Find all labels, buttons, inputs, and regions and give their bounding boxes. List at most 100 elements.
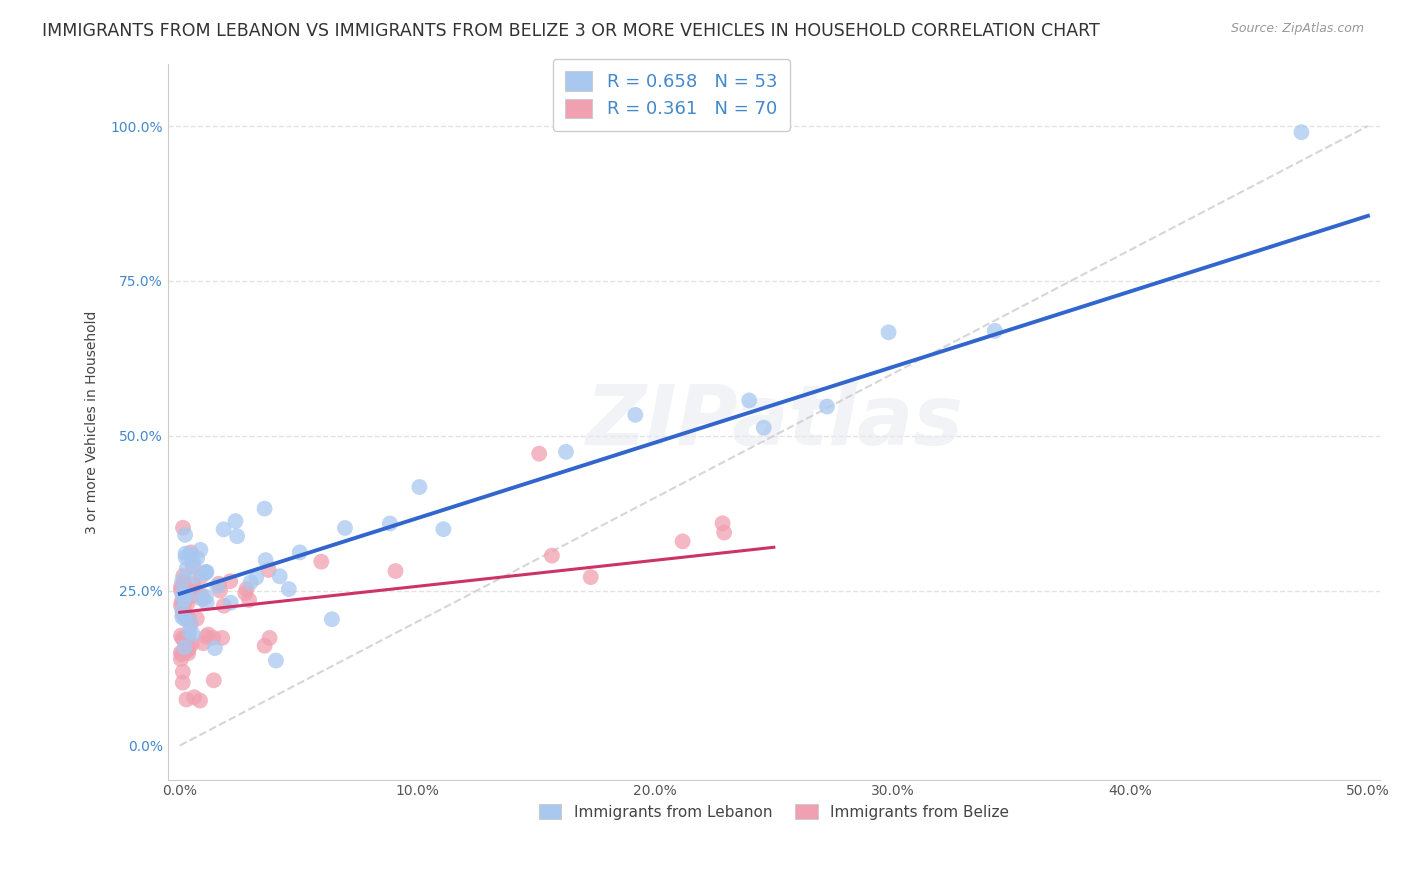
Point bbox=[174, 587, 197, 601]
Point bbox=[672, 534, 695, 549]
Point bbox=[177, 640, 200, 654]
Point bbox=[172, 599, 194, 614]
Point bbox=[173, 640, 195, 655]
Point bbox=[179, 615, 201, 629]
Point bbox=[186, 612, 208, 626]
Point bbox=[191, 591, 214, 606]
Point bbox=[172, 587, 194, 601]
Point bbox=[1291, 125, 1313, 139]
Point bbox=[172, 610, 194, 624]
Point bbox=[195, 566, 218, 580]
Text: ZIPatlas: ZIPatlas bbox=[585, 382, 963, 462]
Point bbox=[311, 555, 333, 569]
Point bbox=[174, 547, 197, 561]
Point bbox=[170, 599, 193, 613]
Point bbox=[174, 634, 197, 648]
Point bbox=[219, 574, 242, 589]
Point bbox=[195, 596, 218, 610]
Point bbox=[202, 631, 225, 645]
Point bbox=[186, 551, 208, 566]
Point bbox=[384, 564, 406, 578]
Point bbox=[212, 599, 235, 613]
Point bbox=[172, 665, 194, 679]
Point bbox=[172, 607, 194, 622]
Point bbox=[170, 652, 193, 666]
Point bbox=[555, 445, 578, 459]
Point bbox=[173, 597, 195, 611]
Point bbox=[253, 501, 276, 516]
Point bbox=[408, 480, 430, 494]
Point bbox=[207, 579, 229, 593]
Point bbox=[177, 612, 200, 626]
Point bbox=[173, 592, 195, 607]
Point bbox=[181, 627, 204, 641]
Point bbox=[190, 542, 212, 557]
Point bbox=[177, 630, 200, 644]
Point bbox=[259, 631, 281, 645]
Point bbox=[172, 574, 194, 588]
Point bbox=[815, 400, 838, 414]
Point bbox=[378, 516, 401, 531]
Point bbox=[233, 586, 256, 600]
Point bbox=[184, 584, 207, 599]
Point bbox=[235, 582, 257, 596]
Point bbox=[190, 591, 212, 606]
Point bbox=[541, 549, 564, 563]
Point bbox=[170, 583, 193, 598]
Point bbox=[527, 447, 550, 461]
Point bbox=[257, 563, 280, 577]
Point bbox=[170, 629, 193, 643]
Point bbox=[170, 580, 193, 594]
Point bbox=[202, 673, 225, 688]
Point bbox=[173, 612, 195, 626]
Point bbox=[333, 521, 356, 535]
Point bbox=[193, 636, 215, 650]
Point bbox=[173, 607, 195, 621]
Point bbox=[239, 575, 262, 590]
Point bbox=[172, 632, 194, 646]
Legend: Immigrants from Lebanon, Immigrants from Belize: Immigrants from Lebanon, Immigrants from… bbox=[533, 797, 1015, 826]
Point bbox=[208, 583, 231, 598]
Point bbox=[172, 603, 194, 617]
Point bbox=[179, 547, 201, 561]
Point bbox=[579, 570, 602, 584]
Point bbox=[197, 627, 219, 641]
Y-axis label: 3 or more Vehicles in Household: 3 or more Vehicles in Household bbox=[86, 310, 100, 533]
Point bbox=[176, 562, 198, 576]
Point bbox=[181, 558, 204, 573]
Point bbox=[174, 643, 197, 657]
Point bbox=[176, 692, 198, 706]
Point bbox=[253, 639, 276, 653]
Point bbox=[173, 592, 195, 607]
Point bbox=[177, 611, 200, 625]
Point bbox=[173, 645, 195, 659]
Point bbox=[174, 528, 197, 542]
Point bbox=[245, 571, 267, 585]
Point bbox=[226, 529, 249, 543]
Point bbox=[432, 522, 454, 536]
Point bbox=[264, 654, 287, 668]
Point bbox=[738, 393, 761, 408]
Point bbox=[190, 569, 212, 583]
Point bbox=[177, 643, 200, 657]
Point bbox=[211, 631, 233, 645]
Point bbox=[711, 516, 734, 531]
Point bbox=[195, 565, 218, 579]
Point bbox=[194, 590, 217, 604]
Point bbox=[254, 553, 277, 567]
Point bbox=[277, 582, 299, 596]
Point bbox=[174, 550, 197, 565]
Point bbox=[194, 565, 217, 579]
Point bbox=[183, 690, 205, 705]
Point bbox=[752, 420, 775, 434]
Point bbox=[181, 555, 204, 569]
Point bbox=[288, 545, 311, 559]
Point bbox=[190, 588, 212, 602]
Point bbox=[173, 632, 195, 647]
Point bbox=[984, 324, 1007, 338]
Point bbox=[174, 632, 197, 646]
Text: IMMIGRANTS FROM LEBANON VS IMMIGRANTS FROM BELIZE 3 OR MORE VEHICLES IN HOUSEHOL: IMMIGRANTS FROM LEBANON VS IMMIGRANTS FR… bbox=[42, 22, 1099, 40]
Point bbox=[180, 637, 202, 651]
Point bbox=[172, 675, 194, 690]
Point bbox=[172, 521, 194, 535]
